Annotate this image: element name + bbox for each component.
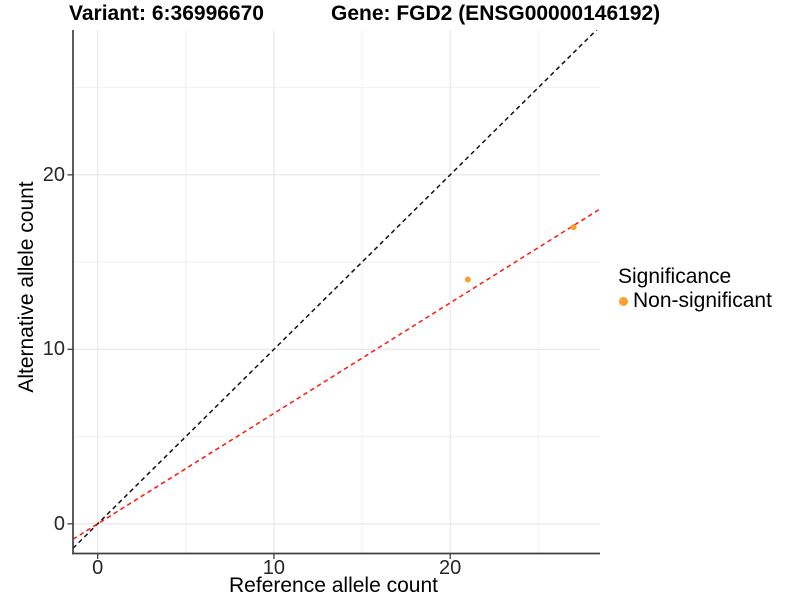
y-tick-label: 10 bbox=[42, 338, 65, 361]
x-axis-title: Reference allele count bbox=[229, 574, 438, 597]
x-tick-label: 0 bbox=[92, 557, 104, 579]
y-tick-label: 0 bbox=[53, 512, 65, 535]
legend-items: Non-significant bbox=[618, 290, 772, 312]
x-tick-label: 10 bbox=[262, 557, 286, 579]
legend-item-label: Non-significant bbox=[633, 289, 772, 312]
legend-key-dot-icon bbox=[619, 296, 628, 306]
data-point bbox=[464, 276, 471, 283]
legend-item: Non-significant bbox=[618, 290, 772, 312]
identity-line bbox=[73, 30, 598, 549]
y-tick-label: 20 bbox=[42, 163, 65, 186]
legend-title: Significance bbox=[618, 265, 732, 288]
plot-title-variant: Variant: 6:36996670 bbox=[69, 2, 264, 25]
legend: Significance Non-significant bbox=[618, 266, 772, 312]
reference-lines bbox=[73, 30, 600, 549]
x-tick-label: 20 bbox=[439, 557, 462, 579]
data-point bbox=[570, 224, 577, 231]
fit-line bbox=[73, 208, 600, 540]
plot-title-gene: Gene: FGD2 (ENSG00000146192) bbox=[331, 2, 661, 25]
